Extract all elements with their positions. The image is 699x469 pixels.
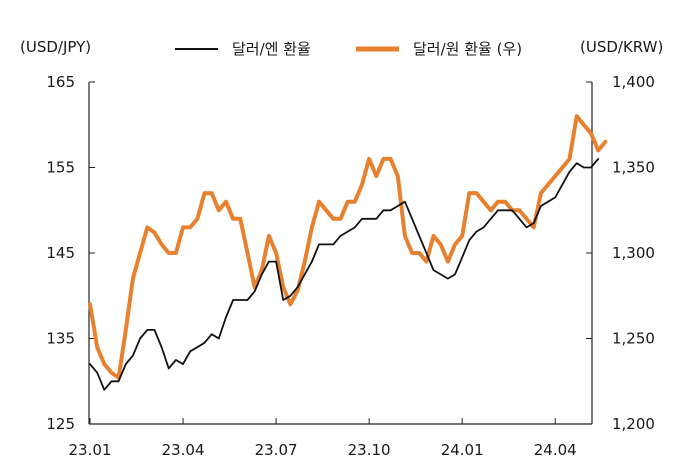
right-ticks: 1,400 1,350 1,300 1,250 1,200	[586, 73, 655, 433]
x-tick-label: 23.10	[348, 441, 391, 459]
left-tick-label: 165	[46, 73, 75, 91]
right-tick-label: 1,400	[612, 73, 655, 91]
x-tick-label: 24.01	[441, 441, 484, 459]
right-tick-label: 1,300	[612, 244, 655, 262]
left-ticks: 165 155 145 135 125	[46, 73, 95, 433]
right-tick-label: 1,250	[612, 330, 655, 348]
x-tick-label: 23.04	[162, 441, 205, 459]
right-tick-label: 1,200	[612, 415, 655, 433]
series-line-usdkrw	[88, 114, 608, 380]
left-tick-label: 125	[46, 415, 75, 433]
right-tick-label: 1,350	[612, 159, 655, 177]
series-line-usdjpy	[89, 157, 600, 391]
x-tick-label: 23.07	[255, 441, 298, 459]
legend-label-usdjpy: 달러/엔 환율	[232, 40, 311, 58]
left-tick-label: 135	[46, 330, 75, 348]
legend: 달러/엔 환율 달러/원 환율 (우)	[175, 40, 522, 58]
x-tick-label: 23.01	[69, 441, 112, 459]
left-tick-label: 155	[46, 159, 75, 177]
left-tick-label: 145	[46, 244, 75, 262]
x-ticks: 23.01 23.04 23.07 23.10 24.01 24.04	[69, 418, 577, 459]
legend-label-usdkrw: 달러/원 환율 (우)	[413, 40, 522, 58]
right-axis-unit-label: (USD/KRW)	[580, 38, 663, 56]
x-tick-label: 24.04	[534, 441, 577, 459]
left-axis-unit-label: (USD/JPY)	[20, 38, 91, 56]
series-layer	[88, 114, 608, 391]
